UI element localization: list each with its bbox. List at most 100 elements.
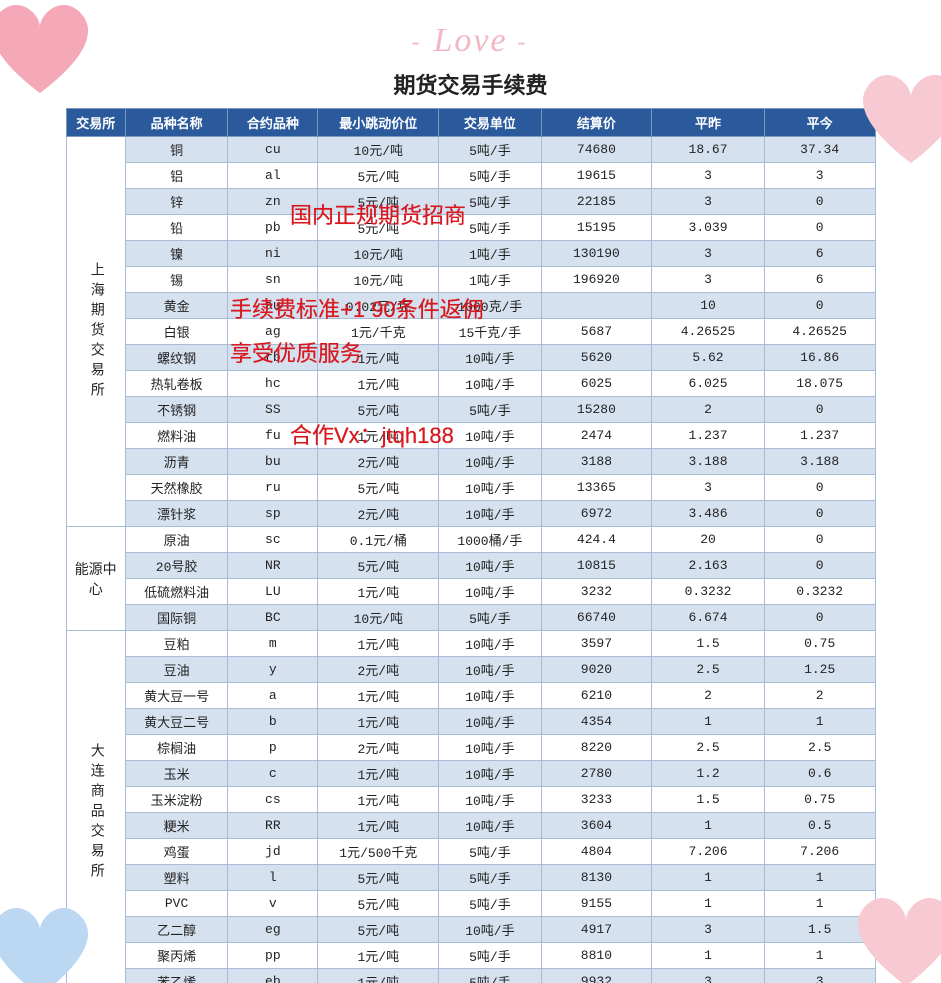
data-cell: 4354 <box>541 709 652 735</box>
data-cell: 10815 <box>541 553 652 579</box>
data-cell: 2元/吨 <box>318 657 439 683</box>
data-cell: 6.674 <box>652 605 765 631</box>
data-cell: 1元/千克 <box>318 319 439 345</box>
data-cell: 3233 <box>541 787 652 813</box>
data-cell: 5元/吨 <box>318 215 439 241</box>
table-row: 白银ag1元/千克15千克/手56874.265254.26525 <box>66 319 875 345</box>
table-row: 锡sn10元/吨1吨/手19692036 <box>66 267 875 293</box>
data-cell: 10吨/手 <box>439 423 541 449</box>
love-banner: - Love - <box>0 22 941 60</box>
data-cell: 1元/吨 <box>318 787 439 813</box>
data-cell: 10元/吨 <box>318 241 439 267</box>
exchange-cell: 上海期货交易所 <box>66 137 125 527</box>
data-cell: 3188 <box>541 449 652 475</box>
data-cell: 5吨/手 <box>439 397 541 423</box>
data-cell: 2元/吨 <box>318 501 439 527</box>
data-cell: 1元/吨 <box>318 813 439 839</box>
data-cell: 1元/吨 <box>318 579 439 605</box>
data-cell: RR <box>228 813 318 839</box>
data-cell: 18.075 <box>764 371 875 397</box>
data-cell: 2 <box>652 397 765 423</box>
data-cell: 1.5 <box>652 631 765 657</box>
data-cell: cs <box>228 787 318 813</box>
table-title: 期货交易手续费 <box>66 68 876 100</box>
data-cell: eg <box>228 917 318 943</box>
table-row: 沥青bu2元/吨10吨/手31883.1883.188 <box>66 449 875 475</box>
data-cell: 2元/吨 <box>318 449 439 475</box>
data-cell: 4.26525 <box>764 319 875 345</box>
data-cell: 5.62 <box>652 345 765 371</box>
data-cell: 3.039 <box>652 215 765 241</box>
data-cell: 国际铜 <box>125 605 227 631</box>
data-cell: 黄大豆一号 <box>125 683 227 709</box>
data-cell: 5元/吨 <box>318 189 439 215</box>
table-row: 低硫燃料油LU1元/吨10吨/手32320.32320.3232 <box>66 579 875 605</box>
data-cell: 6210 <box>541 683 652 709</box>
data-cell: 2.163 <box>652 553 765 579</box>
data-cell: 铜 <box>125 137 227 163</box>
data-cell: 3 <box>652 917 765 943</box>
table-body: 上海期货交易所铜cu10元/吨5吨/手7468018.6737.34铝al5元/… <box>66 137 875 983</box>
data-cell: 19615 <box>541 163 652 189</box>
data-cell: 1.5 <box>652 787 765 813</box>
data-cell: 1 <box>764 709 875 735</box>
love-text: Love <box>433 22 507 59</box>
data-cell: 3 <box>652 241 765 267</box>
data-cell: 4.26525 <box>652 319 765 345</box>
data-cell: 1元/吨 <box>318 761 439 787</box>
data-cell: sc <box>228 527 318 553</box>
data-cell: 16.86 <box>764 345 875 371</box>
data-cell: 1000克/手 <box>439 293 541 319</box>
data-cell: hc <box>228 371 318 397</box>
data-cell: 燃料油 <box>125 423 227 449</box>
table-row: 镍ni10元/吨1吨/手13019036 <box>66 241 875 267</box>
data-cell: sp <box>228 501 318 527</box>
data-cell: 2474 <box>541 423 652 449</box>
data-cell: 1.237 <box>764 423 875 449</box>
data-cell: 0 <box>764 475 875 501</box>
table-row: 20号胶NR5元/吨10吨/手108152.1630 <box>66 553 875 579</box>
data-cell: 2.5 <box>652 657 765 683</box>
data-cell: 5元/吨 <box>318 163 439 189</box>
data-cell: 3597 <box>541 631 652 657</box>
data-cell: 2.5 <box>764 735 875 761</box>
data-cell: 5吨/手 <box>439 839 541 865</box>
data-cell: 1元/吨 <box>318 371 439 397</box>
data-cell: 1 <box>652 943 765 969</box>
table-container: 期货交易手续费 交易所品种名称合约品种最小跳动价位交易单位结算价平昨平今 上海期… <box>66 68 876 983</box>
dash-right: - <box>508 30 530 56</box>
data-cell: PVC <box>125 891 227 917</box>
data-cell: 10吨/手 <box>439 631 541 657</box>
data-cell: 5元/吨 <box>318 865 439 891</box>
data-cell: 10吨/手 <box>439 449 541 475</box>
exchange-cell: 能源中心 <box>66 527 125 631</box>
table-row: 国际铜BC10元/吨5吨/手667406.6740 <box>66 605 875 631</box>
data-cell: 乙二醇 <box>125 917 227 943</box>
data-cell: BC <box>228 605 318 631</box>
data-cell: 15千克/手 <box>439 319 541 345</box>
data-cell: 5吨/手 <box>439 163 541 189</box>
data-cell: 1.25 <box>764 657 875 683</box>
table-row: 能源中心原油sc0.1元/桶1000桶/手424.4200 <box>66 527 875 553</box>
data-cell: 10 <box>652 293 765 319</box>
data-cell: 黄金 <box>125 293 227 319</box>
data-cell: 5吨/手 <box>439 137 541 163</box>
data-cell: 0 <box>764 293 875 319</box>
data-cell: 15280 <box>541 397 652 423</box>
data-cell: 10吨/手 <box>439 501 541 527</box>
data-cell: 6972 <box>541 501 652 527</box>
data-cell: fu <box>228 423 318 449</box>
data-cell: 锌 <box>125 189 227 215</box>
table-row: 粳米RR1元/吨10吨/手360410.5 <box>66 813 875 839</box>
data-cell: 塑料 <box>125 865 227 891</box>
data-cell: 9155 <box>541 891 652 917</box>
table-row: 苯乙烯eb1元/吨5吨/手993233 <box>66 969 875 983</box>
table-row: 黄大豆二号b1元/吨10吨/手435411 <box>66 709 875 735</box>
table-row: 黄大豆一号a1元/吨10吨/手621022 <box>66 683 875 709</box>
data-cell: 15195 <box>541 215 652 241</box>
data-cell: jd <box>228 839 318 865</box>
col-header: 合约品种 <box>228 109 318 137</box>
data-cell: 4917 <box>541 917 652 943</box>
table-row: 聚丙烯pp1元/吨5吨/手881011 <box>66 943 875 969</box>
data-cell: 沥青 <box>125 449 227 475</box>
